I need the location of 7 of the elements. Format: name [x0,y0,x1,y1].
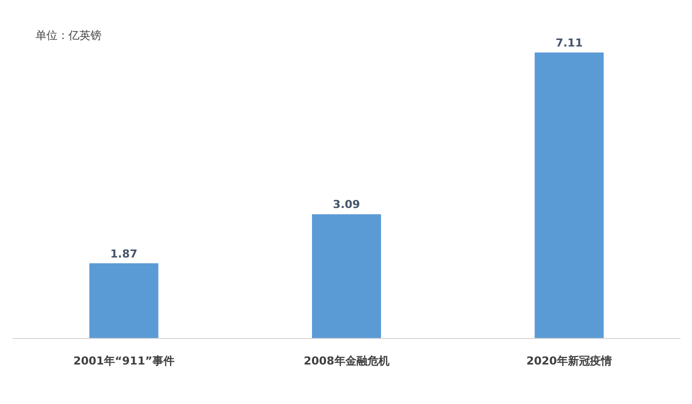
data-label: 7.11 [556,36,583,50]
x-tick-label: 2008年金融危机 [304,354,390,368]
data-label: 3.09 [332,198,360,212]
x-tick-label: 2001年“911”事件 [73,354,174,368]
data-label: 1.87 [110,247,138,260]
y-axis-title: 单位：亿英镑 [35,29,102,42]
x-tick-label: 2020年新冠疫情 [526,354,612,368]
